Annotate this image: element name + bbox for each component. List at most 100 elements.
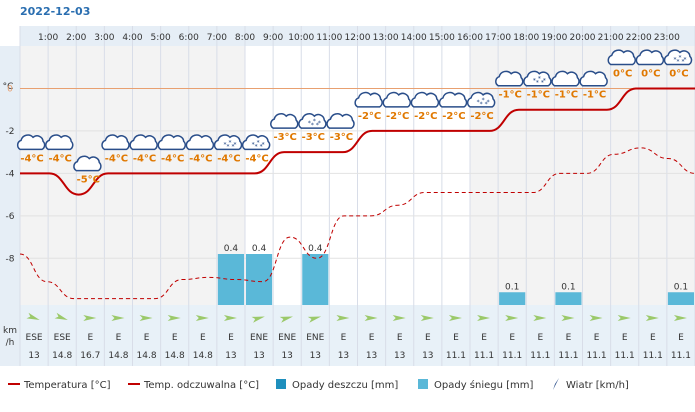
snowflake-glyph: *: [477, 99, 480, 106]
cloud-icon: [579, 70, 608, 87]
temperature-value-label: -4°C: [133, 153, 156, 164]
hour-label: 22:00: [626, 33, 652, 43]
wind-speed-label: 13: [28, 351, 39, 361]
snowflake-glyph: *: [231, 143, 234, 150]
cloud-shape: [157, 134, 186, 151]
hour-label: 8:00: [235, 33, 255, 43]
hour-label: 12:00: [345, 33, 371, 43]
snowflake-glyph: *: [533, 78, 536, 85]
hour-label: 2:00: [66, 33, 86, 43]
wind-speed-label: 11.1: [502, 351, 522, 361]
temperature-value-label: -1°C: [527, 90, 550, 101]
legend-label: Opady śniegu [mm]: [434, 379, 534, 391]
cloud-icon: [16, 134, 46, 151]
legend-box-swatch: [276, 379, 286, 389]
hour-label: 15:00: [429, 33, 455, 43]
snow-cloud-icon: * * ** *: [466, 91, 496, 108]
hour-label: 19:00: [541, 33, 567, 43]
wind-speed-label: 14.8: [52, 351, 72, 361]
wind-direction-label: ESE: [26, 333, 43, 343]
temperature-value-label: -2°C: [470, 111, 493, 122]
cloud-icon: [157, 134, 186, 151]
snow-bar: [555, 292, 582, 305]
cloud-shape: [45, 134, 74, 151]
cloud-shape: [382, 91, 411, 108]
cloud-icon: [354, 91, 383, 108]
wind-speed-label: 14.8: [165, 351, 185, 361]
snowflake-glyph: *: [538, 76, 541, 83]
temperature-value-label: -4°C: [105, 153, 128, 164]
cloud-shape: [270, 113, 299, 129]
snowflake-glyph: *: [252, 141, 255, 148]
wind-speed-label: 11.1: [615, 351, 635, 361]
cloud-shape: [101, 134, 130, 151]
wind-speed-label: 13: [281, 351, 292, 361]
wind-direction-arrow: [139, 315, 153, 321]
wind-direction-arrow: [167, 315, 181, 321]
cloud-icon: [607, 49, 636, 66]
y-axis-band: [0, 46, 20, 366]
wind-direction-arrow: [54, 312, 68, 321]
hour-label: 6:00: [179, 33, 199, 43]
hour-label: 9:00: [263, 33, 283, 43]
temperature-value-label: 0°C: [641, 68, 660, 79]
temperature-value-label: -1°C: [498, 90, 521, 101]
cloud-icon: [438, 91, 468, 108]
wind-direction-arrow: [673, 315, 687, 321]
wind-direction-arrow: [195, 315, 209, 321]
cloud-shape: [523, 70, 552, 87]
y-tick-label: -6: [6, 212, 15, 222]
cloud-shape: [551, 70, 580, 87]
snowflake-glyph: *: [316, 122, 319, 129]
snow-bar: [499, 292, 526, 305]
cloud-shape: [241, 134, 271, 151]
snow-cloud-icon: * * ** *: [663, 49, 693, 65]
temperature-value-label: -2°C: [386, 111, 409, 122]
temperature-value-label: 0°C: [669, 68, 688, 79]
cloud-shape: [495, 70, 524, 87]
wind-speed-label: 11.1: [474, 351, 494, 361]
snowflake-glyph: *: [308, 120, 311, 127]
snow-value-label: 0.4: [308, 244, 323, 254]
cloud-shape: [354, 91, 383, 108]
snow-bar: [667, 292, 694, 305]
snowflake-glyph: *: [543, 78, 546, 85]
cloud-shape: [326, 113, 355, 129]
hour-label: 10:00: [288, 33, 314, 43]
hour-label: 13:00: [373, 33, 399, 43]
wind-direction-arrow: [561, 315, 575, 321]
wind-speed-label: 14.8: [108, 351, 128, 361]
cloud-icon: [270, 113, 299, 129]
snowflake-glyph: *: [262, 141, 265, 148]
cloud-icon: [45, 134, 74, 151]
legend-box-swatch: [418, 379, 428, 389]
wind-direction-arrow: [223, 315, 237, 321]
hour-label: 20:00: [570, 33, 596, 43]
wind-direction-arrow: [617, 315, 631, 321]
cloud-shape: [185, 134, 215, 151]
cloud-icon: [185, 134, 215, 151]
cloud-icon: [635, 49, 665, 66]
snow-cloud-icon: * * ** *: [523, 70, 552, 87]
wind-speed-label: 11.1: [643, 351, 663, 361]
wind-direction-label: E: [650, 333, 656, 343]
wind-direction-label: E: [172, 333, 178, 343]
hour-label: 17:00: [485, 33, 511, 43]
snowflake-glyph: *: [223, 141, 226, 148]
cloud-icon: [382, 91, 411, 108]
snowflake-glyph: *: [318, 120, 321, 127]
legend-label: Temp. odczuwalna [°C]: [143, 380, 259, 391]
cloud-icon: [73, 155, 102, 172]
y-unit-label: °C: [3, 82, 14, 92]
wind-speed-label: 11.1: [530, 351, 550, 361]
wind-speed-label: 13: [394, 351, 405, 361]
wind-speed-label: 13: [338, 351, 349, 361]
wind-speed-label: 13: [366, 351, 377, 361]
wind-direction-label: ENE: [278, 333, 296, 343]
wind-direction-label: E: [678, 333, 684, 343]
snow-value-label: 0.1: [674, 282, 688, 292]
temperature-value-label: -3°C: [302, 132, 325, 143]
wind-unit-label: /h: [6, 338, 15, 348]
wind-direction-label: E: [481, 333, 487, 343]
